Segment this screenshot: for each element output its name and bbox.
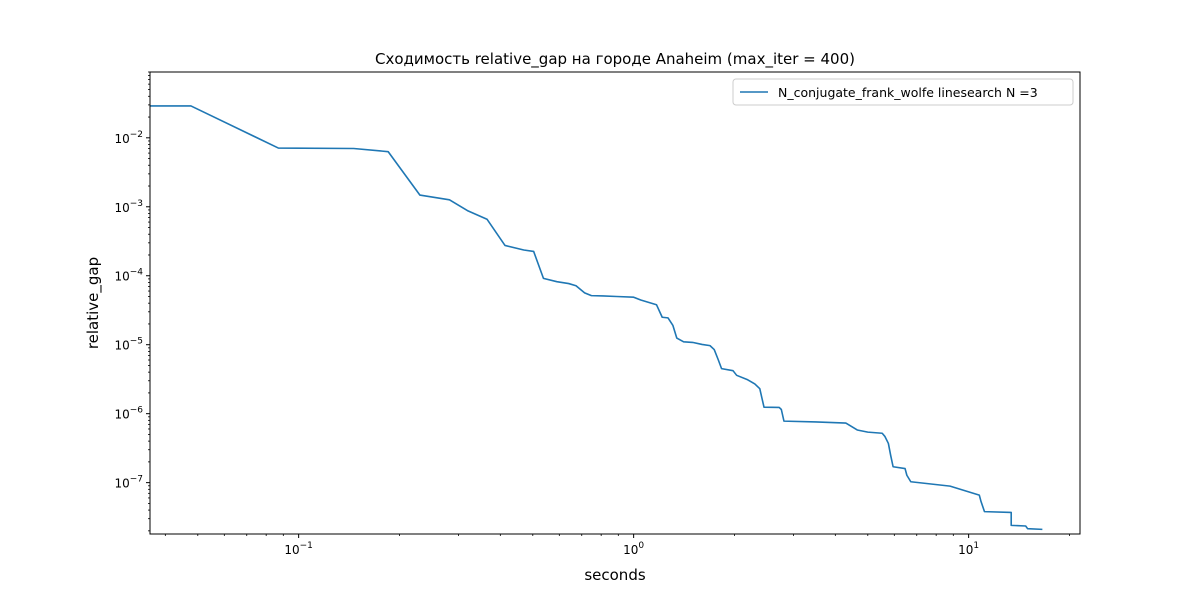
- y-tick-label: 10−2: [114, 130, 143, 146]
- y-tick-label: 10−6: [114, 406, 143, 422]
- y-tick-label: 10−5: [114, 337, 143, 353]
- y-tick-label: 10−7: [114, 475, 143, 491]
- y-tick-label: 10−4: [114, 268, 143, 284]
- y-axis-label: relative_gap: [84, 257, 103, 349]
- x-tick-label: 101: [958, 541, 979, 557]
- chart-title: Сходимость relative_gap на городе Anahei…: [375, 50, 855, 69]
- plot-frame: [149, 71, 1081, 535]
- major-ticks: [146, 137, 970, 538]
- tick-labels: 10−1 100 101 10−7 10−6 10−5 10−4 10−3 10−2: [114, 130, 979, 557]
- legend: N_conjugate_frank_wolfe linesearch N =3: [732, 78, 1074, 106]
- legend-box: [732, 78, 1074, 106]
- series-line-0: [150, 105, 1043, 531]
- x-axis-label: seconds: [584, 566, 645, 584]
- plot-lines: [150, 105, 1043, 531]
- plot-area: [150, 72, 1080, 534]
- legend-label: N_conjugate_frank_wolfe linesearch N =3: [778, 85, 1038, 100]
- x-tick-label: 10−1: [284, 541, 313, 557]
- x-tick-label: 100: [623, 541, 644, 557]
- y-tick-label: 10−3: [114, 199, 143, 215]
